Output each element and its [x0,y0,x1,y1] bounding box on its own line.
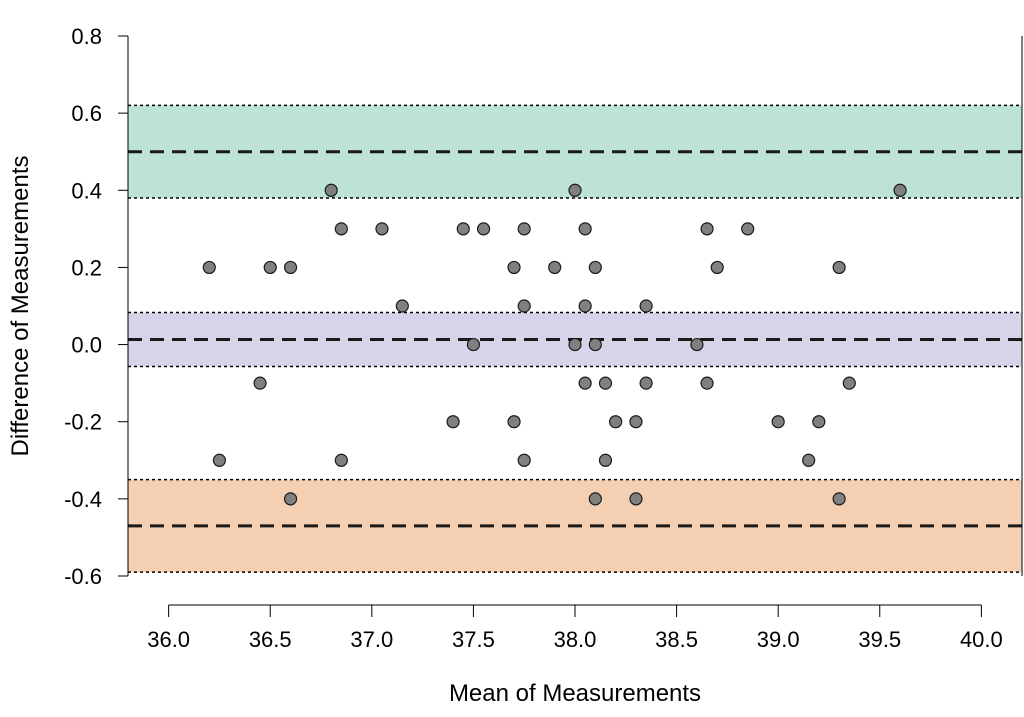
data-point [324,183,338,197]
data-point [253,376,267,390]
data-point [700,376,714,390]
data-point [476,222,491,236]
data-point [202,260,216,275]
x-tick-label: 36.0 [147,627,190,652]
data-points [202,183,907,506]
x-tick-label: 38.0 [554,627,597,652]
data-point [771,415,785,429]
data-point [375,222,389,236]
y-tick-label: -0.6 [64,564,102,589]
data-point [578,222,592,236]
data-point [842,376,856,390]
x-tick-label: 39.5 [858,627,901,652]
x-tick-label: 36.5 [249,627,292,652]
data-point [568,337,582,352]
data-point [446,415,460,429]
y-tick-label: 0.4 [71,178,102,203]
data-point [283,260,298,275]
data-point [629,492,643,506]
x-tick-label: 37.5 [452,627,495,652]
data-point [517,453,531,467]
data-point [598,376,613,390]
y-tick-label: -0.2 [64,410,102,435]
data-point [710,260,724,275]
data-point [700,222,714,236]
data-point [456,222,470,236]
y-axis-title: Difference of Measurements [7,155,34,456]
data-point [639,376,653,390]
data-point [395,299,409,313]
data-point [812,415,826,429]
x-tick-label: 38.5 [655,627,698,652]
data-point [578,299,592,313]
y-tick-label: 0.2 [71,255,102,280]
data-point [578,376,592,390]
data-point [212,453,227,467]
data-point [893,183,907,197]
x-axis-title: Mean of Measurements [449,680,701,707]
data-point [334,453,348,467]
data-point [263,260,277,275]
x-tick-label: 37.0 [350,627,393,652]
data-point [588,260,602,275]
data-point [741,222,755,236]
data-point [548,260,562,275]
data-point [334,222,348,236]
data-point [517,222,531,236]
data-point [588,337,602,352]
data-point [802,453,816,467]
data-point [507,415,521,429]
data-point [568,183,582,197]
x-tick-label: 39.0 [757,627,800,652]
data-point [588,492,602,506]
data-point [517,299,531,313]
data-point [690,337,704,352]
data-point [639,299,653,313]
data-point [598,453,613,467]
y-ticks: -0.6 -0.4 -0.2 0.0 0.2 0.4 0.6 0.8 [64,24,128,589]
x-tick-label: 40.0 [960,627,1003,652]
agreement-bands [128,104,1022,573]
data-point [832,260,846,275]
data-point [832,492,846,506]
y-tick-label: -0.4 [64,487,102,512]
y-tick-label: 0.0 [71,333,102,358]
data-point [609,415,623,429]
data-point [507,260,521,275]
data-point [283,492,298,506]
y-tick-label: 0.8 [71,24,102,49]
data-point [466,337,481,352]
data-point [629,415,643,429]
x-ticks: 36.0 36.5 37.0 37.5 38.0 38.5 39.0 39.5 40.0 [147,605,1003,652]
y-tick-label: 0.6 [71,101,102,126]
